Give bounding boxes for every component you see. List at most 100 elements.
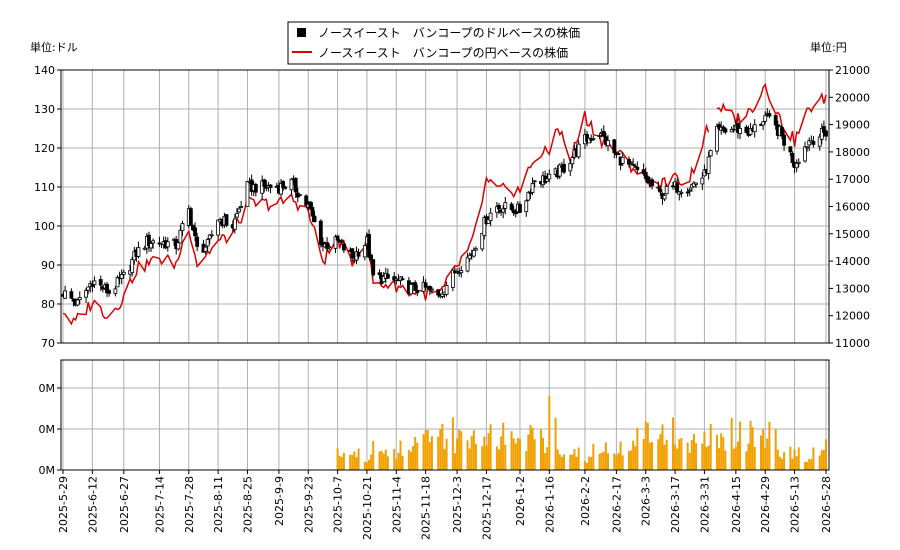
usd-candle: [790, 151, 795, 167]
usd-candle: [92, 276, 97, 288]
usd-candle: [601, 125, 606, 139]
usd-candle: [532, 180, 537, 188]
usd-candle-body: [761, 121, 766, 126]
usd-candle-body: [283, 186, 288, 189]
volume-bar: [512, 438, 515, 470]
volume-bar: [474, 443, 477, 470]
usd-candle: [297, 194, 302, 197]
volume-bar: [825, 439, 827, 470]
usd-candle: [423, 279, 428, 291]
x-tick-label: 2026-4-15: [730, 476, 743, 533]
volume-bar: [426, 430, 429, 470]
usd-candle: [107, 289, 112, 297]
usd-candle-body: [436, 289, 441, 296]
usd-candle-body: [369, 254, 374, 261]
volume-bar: [722, 437, 725, 470]
usd-candle: [788, 146, 793, 157]
usd-candle: [471, 247, 476, 258]
usd-candle-body: [92, 280, 97, 286]
usd-candle-body: [413, 282, 418, 292]
usd-candle: [526, 190, 531, 202]
usd-candle: [465, 252, 470, 273]
volume-bar: [602, 451, 605, 470]
volume-bar: [795, 456, 798, 470]
volume-bar: [441, 423, 444, 470]
usd-candle: [633, 163, 638, 168]
usd-candle-body: [281, 181, 285, 189]
volume-bar: [583, 461, 586, 470]
y-tick-label-right: 17000: [835, 173, 870, 186]
volume-bar: [736, 441, 739, 470]
volume-bar: [380, 450, 383, 470]
volume-bar: [573, 449, 576, 470]
usd-candle: [203, 245, 208, 255]
volume-bar: [648, 442, 651, 470]
usd-candle: [149, 242, 153, 252]
usd-candle: [562, 158, 566, 175]
usd-candle-body: [685, 191, 690, 194]
x-tick-label: 2026-3-3: [640, 476, 653, 526]
usd-candle-body: [643, 171, 648, 179]
volume-bar: [527, 434, 530, 470]
usd-candle-body: [377, 272, 382, 275]
usd-candle: [318, 219, 323, 248]
x-tick-label: 2026-1-16: [543, 476, 556, 533]
usd-candle: [392, 271, 397, 284]
volume-bar: [453, 453, 456, 470]
usd-candle: [105, 282, 109, 298]
volume-bar: [751, 427, 754, 470]
y-tick-label-right: 12000: [835, 310, 870, 323]
usd-candle: [570, 157, 575, 169]
volume-bar: [692, 433, 695, 470]
usd-candle: [90, 280, 95, 293]
usd-candle: [635, 161, 640, 174]
y-tick-label-right: 21000: [835, 64, 870, 77]
volume-bar: [793, 449, 796, 470]
volume-bar: [397, 453, 400, 470]
y-tick-label-right: 15000: [835, 228, 870, 241]
usd-candle-body: [84, 290, 88, 298]
usd-candle: [805, 145, 810, 152]
usd-candle-body: [356, 252, 361, 257]
volume-panel: 0M 0M 0M: [39, 359, 830, 477]
usd-candle-body: [260, 180, 265, 194]
volume-bar: [504, 444, 507, 470]
volume-bar: [472, 430, 475, 470]
usd-candle: [63, 285, 67, 300]
volume-bar: [636, 427, 639, 470]
usd-candle: [474, 246, 478, 251]
usd-candle-body: [444, 285, 449, 295]
volume-bar: [407, 449, 410, 470]
volume-bar: [730, 418, 733, 470]
x-tick-label: 2025-10-7: [332, 476, 345, 533]
volume-bar: [399, 440, 402, 470]
y-tick-label-left: 120: [34, 142, 55, 155]
usd-candle-body: [562, 163, 566, 173]
volume-bar: [439, 429, 442, 470]
usd-candle-body: [450, 269, 455, 288]
usd-candle-body: [253, 184, 258, 193]
usd-candle: [752, 119, 757, 138]
volume-bar: [546, 447, 549, 470]
volume-bar: [409, 451, 412, 470]
usd-candle: [629, 161, 633, 165]
volume-bar: [588, 456, 591, 470]
usd-candle: [86, 286, 91, 295]
usd-candle: [518, 201, 522, 213]
volume-bar: [695, 443, 698, 470]
usd-candle: [824, 129, 828, 141]
left-unit-label: 単位:ドル: [30, 40, 78, 54]
volume-y-tick-label: 0M: [39, 423, 56, 436]
x-tick-label: 2025-7-28: [183, 476, 196, 533]
volume-bar: [690, 440, 693, 470]
usd-candle: [77, 291, 82, 304]
volume-bar: [617, 452, 620, 470]
usd-candle-body: [530, 183, 535, 193]
x-tick-label: 2025-8-25: [241, 476, 254, 533]
volume-bar: [500, 436, 503, 470]
volume-bar: [560, 457, 563, 470]
usd-candle-body: [310, 206, 315, 217]
volume-bar: [336, 448, 339, 470]
usd-candle-body: [612, 139, 617, 154]
usd-candle-body: [606, 140, 610, 147]
